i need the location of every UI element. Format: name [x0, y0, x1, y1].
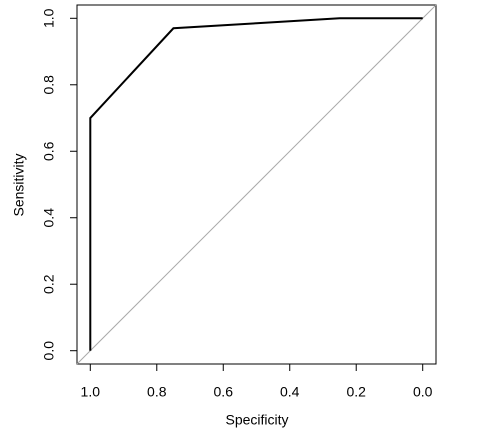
- y-tick-label: 0.2: [41, 274, 57, 294]
- roc-curve: [89, 17, 423, 351]
- y-tick-label: 0.0: [41, 341, 57, 361]
- y-tick-label: 0.4: [41, 208, 57, 228]
- y-tick-label: 0.6: [41, 141, 57, 161]
- x-tick-label: 0.8: [147, 384, 167, 400]
- x-tick-label: 0.0: [413, 384, 433, 400]
- x-tick-label: 0.4: [280, 384, 300, 400]
- x-tick-label: 0.6: [214, 384, 234, 400]
- y-tick-label: 1.0: [41, 8, 57, 28]
- reference-line: [76, 4, 437, 365]
- x-tick-label: 1.0: [81, 384, 101, 400]
- y-tick-label: 0.8: [41, 75, 57, 95]
- y-axis-label: Sensitivity: [11, 153, 27, 216]
- x-tick-label: 0.2: [346, 384, 366, 400]
- plot-box: [76, 4, 437, 365]
- x-axis-label: Specificity: [225, 412, 288, 428]
